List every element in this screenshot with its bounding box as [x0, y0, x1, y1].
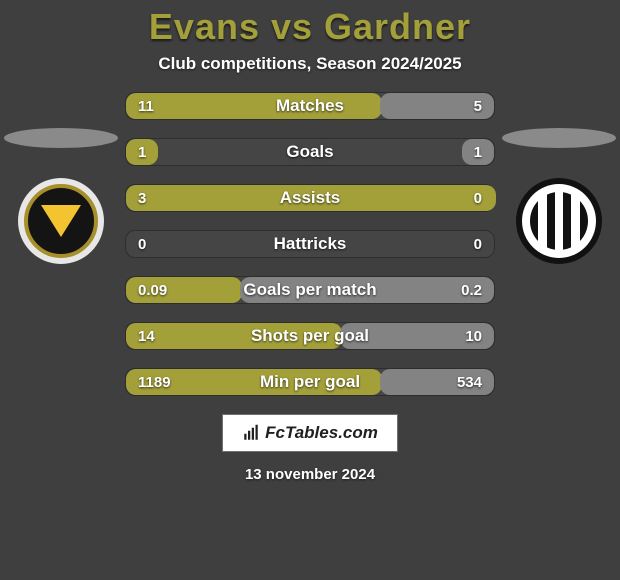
- branding-text: FcTables.com: [265, 423, 378, 443]
- crest-stripes-icon: [530, 192, 588, 250]
- stat-row: 0.09Goals per match0.2: [125, 276, 495, 304]
- stat-value-right: 1: [438, 144, 494, 161]
- stat-value-left: 3: [126, 190, 182, 207]
- stat-metric-label: Shots per goal: [182, 326, 438, 346]
- stat-value-right: 0: [438, 190, 494, 207]
- stat-metric-label: Hattricks: [182, 234, 438, 254]
- stats-table: 11Matches51Goals13Assists00Hattricks00.0…: [125, 92, 495, 396]
- comparison-card: Evans vs Gardner Club competitions, Seas…: [0, 0, 620, 580]
- stat-value-right: 5: [438, 98, 494, 115]
- crest-chevron-icon: [41, 205, 81, 237]
- team-crest-right: [516, 178, 602, 264]
- branding-badge: FcTables.com: [222, 414, 398, 452]
- stat-value-right: 0: [438, 236, 494, 253]
- stat-value-left: 11: [126, 98, 182, 115]
- stat-metric-label: Goals: [182, 142, 438, 162]
- stat-value-right: 0.2: [438, 282, 494, 299]
- stat-metric-label: Matches: [182, 96, 438, 116]
- stat-row: 14Shots per goal10: [125, 322, 495, 350]
- stat-value-right: 10: [438, 328, 494, 345]
- team-crest-left: [18, 178, 104, 264]
- stat-row: 0Hattricks0: [125, 230, 495, 258]
- stat-value-left: 14: [126, 328, 182, 345]
- stat-value-left: 0: [126, 236, 182, 253]
- stat-value-right: 534: [438, 374, 494, 391]
- player-shadow-left: [4, 128, 118, 148]
- crest-inner-right: [522, 184, 596, 258]
- stat-value-left: 1: [126, 144, 182, 161]
- page-title: Evans vs Gardner: [0, 6, 620, 48]
- stat-value-left: 1189: [126, 374, 182, 391]
- chart-icon: [242, 424, 260, 442]
- date-text: 13 november 2024: [0, 466, 620, 483]
- stat-row: 1Goals1: [125, 138, 495, 166]
- player-shadow-right: [502, 128, 616, 148]
- stat-value-left: 0.09: [126, 282, 182, 299]
- stat-row: 1189Min per goal534: [125, 368, 495, 396]
- crest-inner-left: [24, 184, 98, 258]
- stat-row: 3Assists0: [125, 184, 495, 212]
- stat-metric-label: Assists: [182, 188, 438, 208]
- stat-row: 11Matches5: [125, 92, 495, 120]
- stat-metric-label: Goals per match: [182, 280, 438, 300]
- subtitle: Club competitions, Season 2024/2025: [0, 54, 620, 74]
- stat-metric-label: Min per goal: [182, 372, 438, 392]
